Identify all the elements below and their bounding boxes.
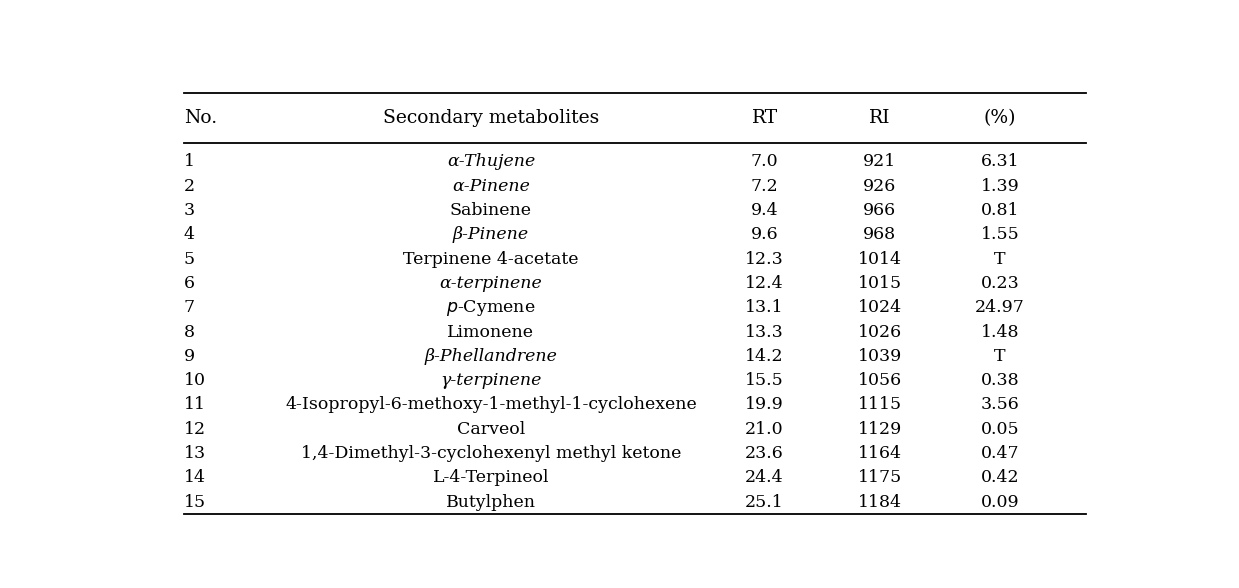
Text: 1,4-Dimethyl-3-cyclohexenyl methyl ketone: 1,4-Dimethyl-3-cyclohexenyl methyl keton… <box>301 445 681 462</box>
Text: 0.81: 0.81 <box>980 202 1020 219</box>
Text: α-Thujene: α-Thujene <box>447 153 535 171</box>
Text: 12.4: 12.4 <box>746 275 784 292</box>
Text: 0.47: 0.47 <box>980 445 1020 462</box>
Text: 12.3: 12.3 <box>745 250 784 268</box>
Text: 0.09: 0.09 <box>980 493 1020 510</box>
Text: Carveol: Carveol <box>457 421 525 437</box>
Text: RT: RT <box>752 109 778 127</box>
Text: 1026: 1026 <box>857 323 902 340</box>
Text: No.: No. <box>183 109 217 127</box>
Text: 3: 3 <box>183 202 195 219</box>
Text: 1175: 1175 <box>857 469 902 486</box>
Text: γ-terpinene: γ-terpinene <box>440 372 541 389</box>
Text: 1014: 1014 <box>857 250 902 268</box>
Text: 15: 15 <box>183 493 206 510</box>
Text: 1.39: 1.39 <box>980 178 1020 195</box>
Text: T: T <box>994 348 1006 365</box>
Text: 24.97: 24.97 <box>975 299 1025 316</box>
Text: 9.6: 9.6 <box>751 226 778 243</box>
Text: 3.56: 3.56 <box>980 396 1020 413</box>
Text: 0.42: 0.42 <box>980 469 1020 486</box>
Text: RI: RI <box>869 109 891 127</box>
Text: 1039: 1039 <box>857 348 902 365</box>
Text: 1164: 1164 <box>857 445 902 462</box>
Text: 13.3: 13.3 <box>745 323 784 340</box>
Text: 1129: 1129 <box>857 421 902 437</box>
Text: 12: 12 <box>183 421 206 437</box>
Text: L-4-Terpineol: L-4-Terpineol <box>432 469 549 486</box>
Text: 6: 6 <box>183 275 195 292</box>
Text: 1.48: 1.48 <box>980 323 1020 340</box>
Text: 1: 1 <box>183 153 195 171</box>
Text: 7.2: 7.2 <box>751 178 778 195</box>
Text: Secondary metabolites: Secondary metabolites <box>383 109 600 127</box>
Text: 7.0: 7.0 <box>751 153 778 171</box>
Text: 968: 968 <box>864 226 896 243</box>
Text: 19.9: 19.9 <box>745 396 784 413</box>
Text: 7: 7 <box>183 299 195 316</box>
Text: 0.38: 0.38 <box>980 372 1020 389</box>
Text: 1.55: 1.55 <box>980 226 1020 243</box>
Text: β-Phellandrene: β-Phellandrene <box>425 348 558 365</box>
Text: Limonene: Limonene <box>447 323 534 340</box>
Text: 1056: 1056 <box>857 372 902 389</box>
Text: 0.05: 0.05 <box>980 421 1020 437</box>
Text: 966: 966 <box>864 202 896 219</box>
Text: 1184: 1184 <box>857 493 902 510</box>
Text: 11: 11 <box>183 396 206 413</box>
Text: 9: 9 <box>183 348 195 365</box>
Text: 1024: 1024 <box>857 299 902 316</box>
Text: 13.1: 13.1 <box>746 299 784 316</box>
Text: $p$-Cymene: $p$-Cymene <box>446 298 535 318</box>
Text: α-Pinene: α-Pinene <box>452 178 530 195</box>
Text: 8: 8 <box>183 323 195 340</box>
Text: (%): (%) <box>984 109 1016 127</box>
Text: Butylphen: Butylphen <box>446 493 536 510</box>
Text: 9.4: 9.4 <box>751 202 778 219</box>
Text: 1015: 1015 <box>857 275 902 292</box>
Text: T: T <box>994 250 1006 268</box>
Text: Sabinene: Sabinene <box>450 202 532 219</box>
Text: 2: 2 <box>183 178 195 195</box>
Text: Terpinene 4-acetate: Terpinene 4-acetate <box>403 250 579 268</box>
Text: 926: 926 <box>864 178 897 195</box>
Text: 4: 4 <box>183 226 195 243</box>
Text: 15.5: 15.5 <box>745 372 784 389</box>
Text: 25.1: 25.1 <box>745 493 784 510</box>
Text: 1115: 1115 <box>857 396 902 413</box>
Text: 14: 14 <box>183 469 206 486</box>
Text: 24.4: 24.4 <box>746 469 784 486</box>
Text: 13: 13 <box>183 445 206 462</box>
Text: 6.31: 6.31 <box>980 153 1020 171</box>
Text: 0.23: 0.23 <box>980 275 1020 292</box>
Text: 21.0: 21.0 <box>746 421 784 437</box>
Text: 921: 921 <box>864 153 897 171</box>
Text: β-Pinene: β-Pinene <box>453 226 529 243</box>
Text: 5: 5 <box>183 250 195 268</box>
Text: 10: 10 <box>183 372 206 389</box>
Text: 23.6: 23.6 <box>745 445 784 462</box>
Text: 4-Isopropyl-6-methoxy-1-methyl-1-cyclohexene: 4-Isopropyl-6-methoxy-1-methyl-1-cyclohe… <box>285 396 696 413</box>
Text: 14.2: 14.2 <box>746 348 784 365</box>
Text: α-terpinene: α-terpinene <box>440 275 543 292</box>
